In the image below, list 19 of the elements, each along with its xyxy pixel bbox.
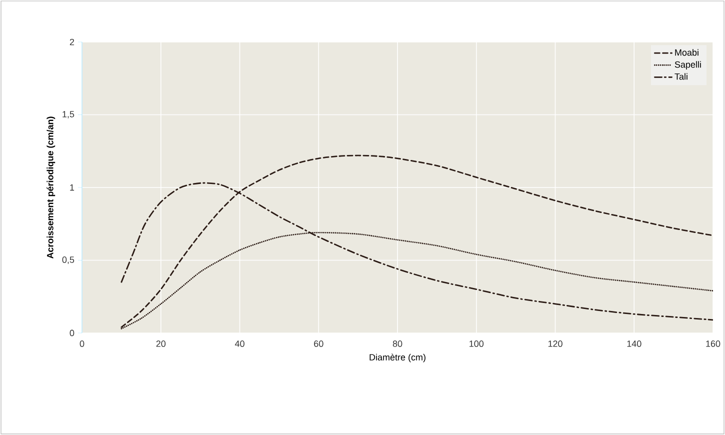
x-tick-label: 60: [314, 340, 324, 347]
y-axis-title: Acroissement périodique (cm/an): [46, 116, 56, 259]
x-axis-title: Diamètre (cm): [370, 354, 426, 362]
x-tick-label: 160: [706, 340, 720, 347]
y-tick-label: 1: [70, 184, 74, 191]
legend-label: Moabi: [675, 49, 698, 56]
legend-label: Sapelli: [674, 61, 701, 70]
x-tick-label: 40: [234, 340, 244, 347]
x-tick-label: 120: [548, 340, 562, 347]
x-tick-label: 100: [470, 340, 484, 347]
x-tick-label: 140: [627, 340, 642, 347]
y-tick-label: 1,5: [62, 111, 74, 118]
legend-label: Tali: [674, 73, 688, 80]
y-tick-label: 0,5: [62, 256, 74, 264]
x-tick-label: 20: [156, 340, 166, 347]
x-tick-label: 0: [80, 340, 84, 347]
x-tick-label: 80: [392, 340, 402, 347]
y-tick-label: 2: [70, 38, 74, 46]
y-tick-label: 0: [70, 330, 74, 336]
